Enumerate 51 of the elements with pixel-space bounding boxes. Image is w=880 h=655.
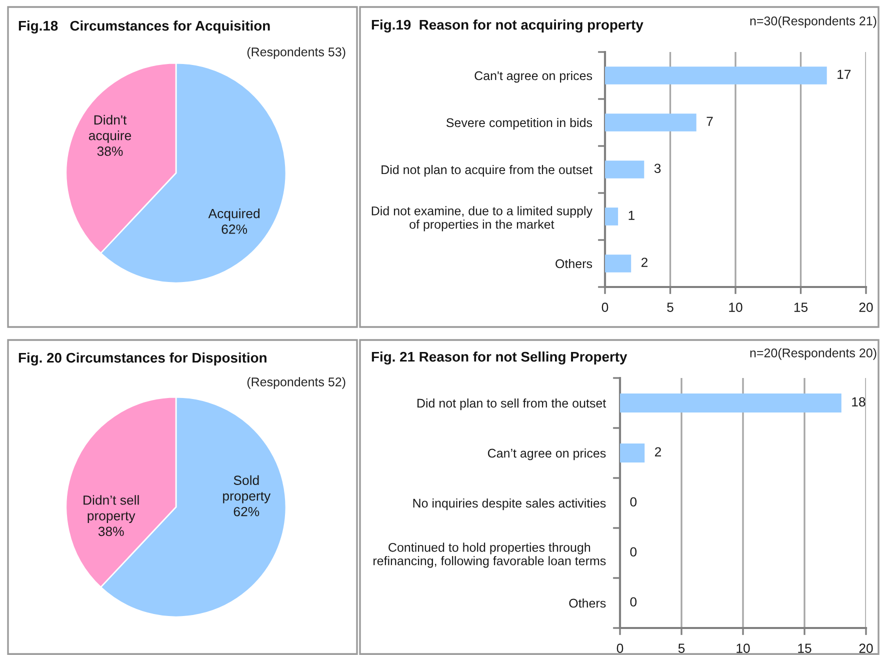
data-label: 0 bbox=[630, 547, 637, 557]
chart-subtitle: (Respondents 52) bbox=[247, 377, 346, 389]
chart-title: Fig.18 Circumstances for Acquisition bbox=[18, 20, 270, 34]
x-tick-label: 15 bbox=[798, 644, 812, 653]
data-label: 0 bbox=[630, 597, 637, 607]
x-tick-label: 5 bbox=[678, 644, 685, 653]
data-label: 0 bbox=[630, 497, 637, 507]
bar bbox=[605, 114, 696, 132]
data-label: 3 bbox=[654, 164, 661, 174]
data-label: 17 bbox=[838, 70, 851, 79]
y-tick-label: Others bbox=[556, 258, 592, 268]
x-tick-label: 10 bbox=[729, 302, 742, 312]
bar bbox=[605, 208, 618, 226]
x-tick-label: 0 bbox=[602, 302, 608, 312]
slice-label: Acquired bbox=[208, 208, 260, 221]
text: Fig. 21 Reason for not Selling Property bbox=[372, 351, 628, 365]
x-tick-label: 10 bbox=[736, 644, 750, 653]
data-label: 38% bbox=[97, 146, 123, 156]
y-tick-label: Others bbox=[569, 598, 606, 608]
y-tick-label: Continued to hold properties through refinancing, following favorable loan terms bbox=[374, 542, 606, 568]
data-label: 62% bbox=[234, 506, 260, 516]
x-tick-label: 0 bbox=[616, 644, 624, 653]
chart-subtitle: n=30(Respondents 21) bbox=[750, 16, 876, 28]
y-tick-label: Did not plan to acquire from the outset bbox=[382, 164, 592, 177]
data-label: 18 bbox=[852, 397, 866, 407]
y-tick-label: Can't agree on prices bbox=[474, 70, 592, 83]
y-tick-label: Severe competition in bids bbox=[446, 118, 592, 130]
y-tick-label: Can’t agree on prices bbox=[488, 448, 606, 460]
chart-title: Fig. 20 Circumstances for Disposition bbox=[18, 352, 266, 366]
data-label: 2 bbox=[654, 447, 661, 456]
data-label: 38% bbox=[98, 526, 124, 536]
bar bbox=[605, 160, 644, 178]
bar bbox=[605, 66, 827, 84]
y-tick-label: No inquiries despite sales activities bbox=[413, 498, 606, 510]
bar bbox=[605, 254, 632, 272]
x-tick-label: 5 bbox=[667, 302, 674, 312]
y-tick-label: Did not plan to sell from the outset bbox=[417, 398, 606, 410]
x-tick-label: 20 bbox=[859, 644, 873, 653]
chart-subtitle: (Respondents 53) bbox=[247, 47, 346, 59]
data-label: 2 bbox=[641, 258, 648, 267]
slice-label: Sold property bbox=[223, 475, 271, 504]
y-tick-label: Did not examine, due to a limited supply of properties in the market bbox=[372, 206, 592, 232]
slice-label: Didn’t sell property bbox=[84, 495, 139, 524]
data-label: 1 bbox=[628, 210, 634, 220]
chart-title: Fig.19 Reason for not acquiring property bbox=[372, 19, 644, 33]
slice-label: Didn't acquire bbox=[88, 114, 132, 143]
data-label: 7 bbox=[706, 116, 713, 126]
x-tick-label: 15 bbox=[794, 302, 808, 312]
data-label: 62% bbox=[222, 224, 248, 234]
x-tick-label: 20 bbox=[859, 302, 873, 312]
chart-subtitle: n=20(Respondents 20) bbox=[750, 348, 876, 360]
